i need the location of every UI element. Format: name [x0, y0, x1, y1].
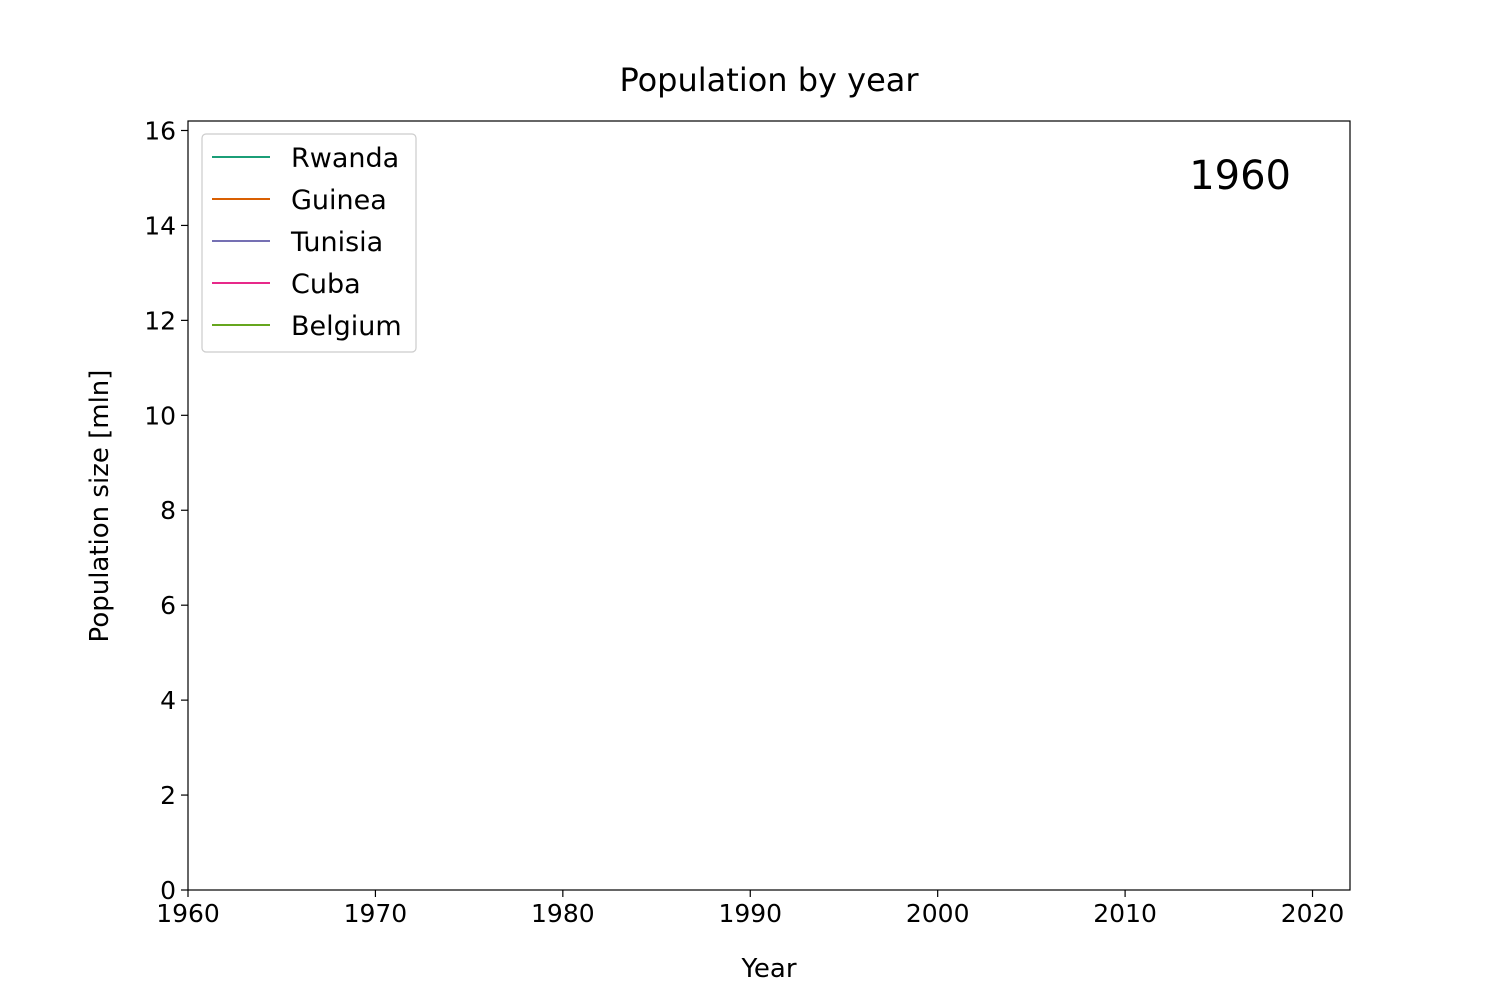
x-tick-label: 2010	[1093, 899, 1157, 928]
plot-frame	[187, 120, 1351, 891]
x-tick-label: 1960	[156, 899, 220, 928]
legend: Rwanda Guinea Tunisia Cuba Belgium	[201, 133, 417, 353]
y-tick-label: 10	[144, 401, 176, 430]
legend-label-cuba: Cuba	[291, 269, 361, 300]
legend-label-rwanda: Rwanda	[291, 143, 399, 174]
y-tick-label: 12	[144, 306, 176, 335]
x-tick-label: 2000	[906, 899, 970, 928]
y-tick-label: 2	[160, 781, 176, 810]
legend-label-guinea: Guinea	[291, 185, 387, 216]
legend-label-belgium: Belgium	[291, 311, 402, 342]
y-tick-label: 8	[160, 496, 176, 525]
y-tick-label: 0	[160, 876, 176, 905]
y-tick-label: 6	[160, 591, 176, 620]
x-axis-ticks: 1960 1970 1980 1990 2000 2010 2020	[156, 890, 1344, 928]
x-tick-label: 1980	[531, 899, 595, 928]
y-tick-label: 16	[144, 116, 176, 145]
y-tick-label: 14	[144, 211, 176, 240]
x-tick-label: 2020	[1281, 899, 1345, 928]
y-axis-label: Population size [mln]	[85, 370, 115, 643]
x-tick-label: 1990	[718, 899, 782, 928]
legend-box	[201, 133, 417, 353]
chart-title: Population by year	[619, 61, 919, 99]
x-axis-label: Year	[740, 954, 796, 984]
y-axis-ticks: 0 2 4 6 8 10 12 14 16	[144, 116, 188, 905]
year-annotation: 1960	[1189, 153, 1291, 199]
x-tick-label: 1970	[344, 899, 408, 928]
legend-label-tunisia: Tunisia	[290, 227, 383, 258]
y-tick-label: 4	[160, 686, 176, 715]
